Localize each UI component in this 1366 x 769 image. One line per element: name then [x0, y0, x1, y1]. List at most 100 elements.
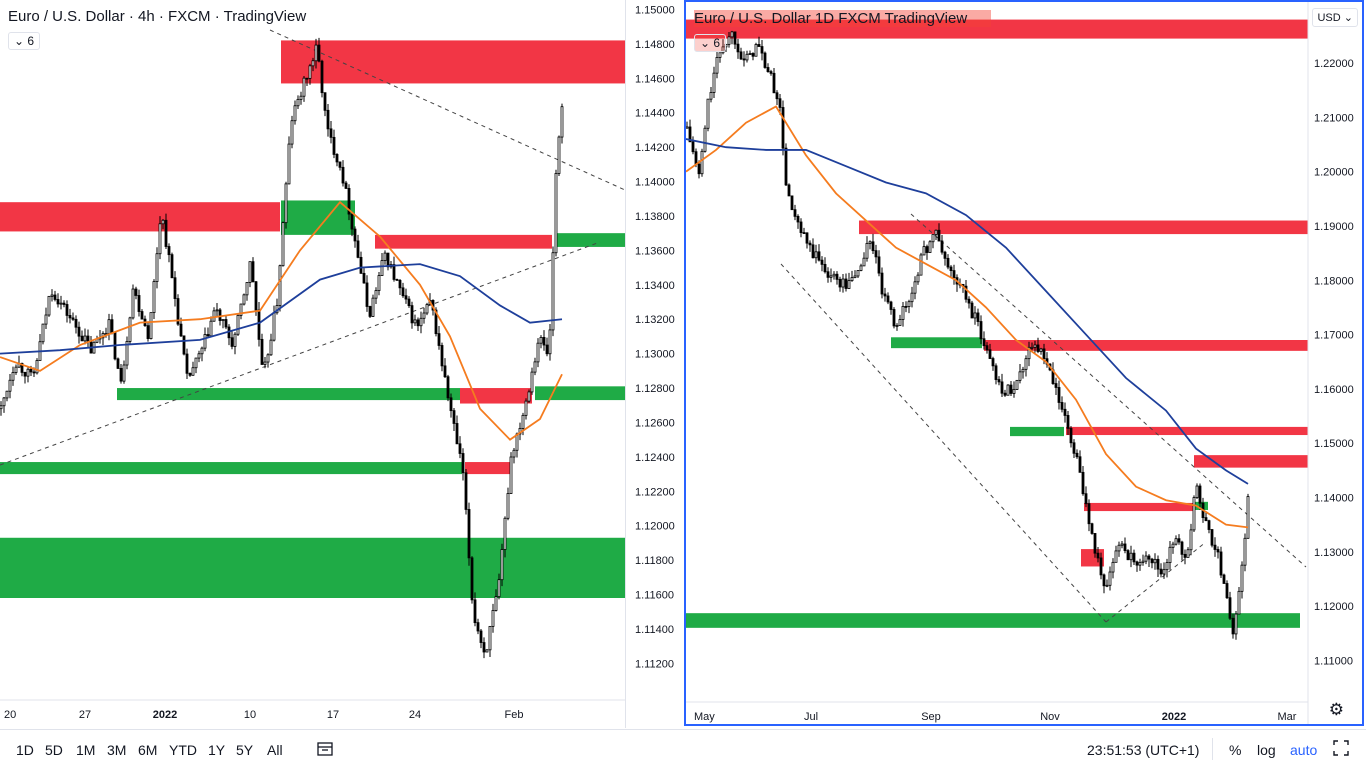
y-tick-label: 1.15000 [635, 4, 675, 16]
candle-body [326, 109, 330, 130]
candle-body [1195, 485, 1199, 499]
green-zone [1010, 426, 1064, 437]
timeframe-5d-button[interactable]: 5D [45, 742, 63, 758]
timeframe-1y-button[interactable]: 1Y [208, 742, 226, 758]
candle-body [1072, 442, 1076, 454]
candle-body [1009, 384, 1013, 394]
candle [751, 52, 755, 61]
left-chart-svg[interactable]: 20 27 2022 10 17 24 Feb [0, 0, 625, 728]
timeframe-all-button[interactable]: All [267, 742, 283, 758]
candle [452, 408, 456, 432]
candle [841, 274, 845, 293]
candle [817, 244, 821, 262]
candle [1147, 554, 1151, 568]
candle [1012, 381, 1016, 398]
candle-body [838, 278, 842, 288]
left-price-axis[interactable]: 1.15000 1.14800 1.14600 1.14400 1.14200 1.140… [625, 0, 684, 728]
candle [844, 273, 848, 292]
candle [1057, 380, 1061, 410]
candle-body [416, 319, 420, 327]
log-toggle[interactable]: log [1257, 742, 1276, 758]
candle [80, 330, 84, 342]
candle-body [404, 295, 408, 300]
currency-label: USD [1317, 12, 1341, 24]
y-tick-label: 1.13800 [635, 211, 675, 223]
right-chart-svg[interactable]: May Jul Sep Nov 2022 Mar 1.22000 1.21000 1.20000… [686, 2, 1362, 724]
candle-body [1060, 402, 1064, 410]
candle [799, 218, 803, 238]
candle-body [281, 222, 285, 267]
left-chart-pane[interactable]: 20 27 2022 10 17 24 Feb Euro / U.S. Dollar · 4… [0, 0, 625, 728]
auto-toggle[interactable]: auto [1290, 742, 1318, 758]
timeframe-6m-button[interactable]: 6M [138, 742, 158, 758]
candle [371, 294, 375, 318]
candle [1177, 534, 1181, 545]
candle [688, 119, 692, 143]
right-indicator-toggle[interactable]: ⌄ 6 [694, 34, 727, 52]
candle-body [856, 270, 860, 277]
timeframe-1m-button[interactable]: 1M [76, 742, 96, 758]
candle-body [694, 151, 698, 165]
candle-body [266, 354, 270, 363]
y-tick-label: 1.11200 [635, 658, 674, 670]
candle-body [206, 334, 210, 337]
candle [35, 358, 39, 375]
candle [1144, 551, 1148, 565]
right-chart-pane[interactable]: May Jul Sep Nov 2022 Mar 1.22000 1.21000 1.20000… [684, 0, 1364, 726]
candle [56, 293, 60, 308]
candle [470, 556, 474, 604]
candle [539, 335, 543, 349]
candle-body [748, 53, 752, 55]
candle-body [437, 333, 441, 346]
gear-icon[interactable]: ⚙ [1328, 700, 1344, 719]
candle [134, 286, 138, 300]
red-zone [0, 202, 280, 232]
candle [413, 314, 417, 327]
timeframe-ytd-button[interactable]: YTD [169, 742, 197, 758]
candle-body [194, 357, 198, 369]
candle [449, 393, 453, 418]
candle [1078, 450, 1082, 473]
left-indicator-toggle[interactable]: ⌄ 6 [8, 32, 41, 50]
candle [1045, 352, 1049, 368]
candle-body [1078, 456, 1082, 473]
candle [706, 98, 710, 132]
candle-body [844, 278, 848, 289]
candle [407, 296, 411, 308]
timeframe-3m-button[interactable]: 3M [107, 742, 127, 758]
timeframe-5y-button[interactable]: 5Y [236, 742, 254, 758]
candle-body [59, 302, 63, 305]
candle-body [368, 306, 372, 317]
candle [793, 204, 797, 221]
candle [1129, 545, 1133, 568]
candle-body [521, 414, 525, 429]
candle [991, 356, 995, 371]
timeframe-1d-button[interactable]: 1D [16, 742, 34, 758]
candle [347, 184, 351, 221]
y-tick-label: 1.15000 [1314, 438, 1354, 450]
candle [131, 284, 135, 320]
candle-body [1006, 384, 1010, 396]
candle-body [1063, 408, 1067, 416]
candle-body [1177, 538, 1181, 543]
candle [937, 223, 941, 242]
candle-body [1234, 613, 1238, 635]
candle-body [1216, 549, 1220, 553]
candle [257, 302, 261, 347]
candle-body [784, 147, 788, 186]
candle [1213, 537, 1217, 557]
candle-body [1066, 415, 1070, 429]
red-zone [984, 340, 1308, 351]
candle [299, 91, 303, 105]
candle-body [865, 242, 869, 259]
candle [1108, 566, 1112, 591]
candle-body [356, 240, 360, 258]
percent-toggle[interactable]: % [1229, 742, 1242, 758]
currency-selector[interactable]: USD ⌄ [1312, 8, 1358, 27]
candle [931, 234, 935, 249]
candle [86, 329, 90, 348]
candle [146, 321, 150, 342]
candle [500, 543, 504, 587]
candle-body [1027, 346, 1031, 360]
x-tick-label: 2022 [153, 709, 177, 721]
